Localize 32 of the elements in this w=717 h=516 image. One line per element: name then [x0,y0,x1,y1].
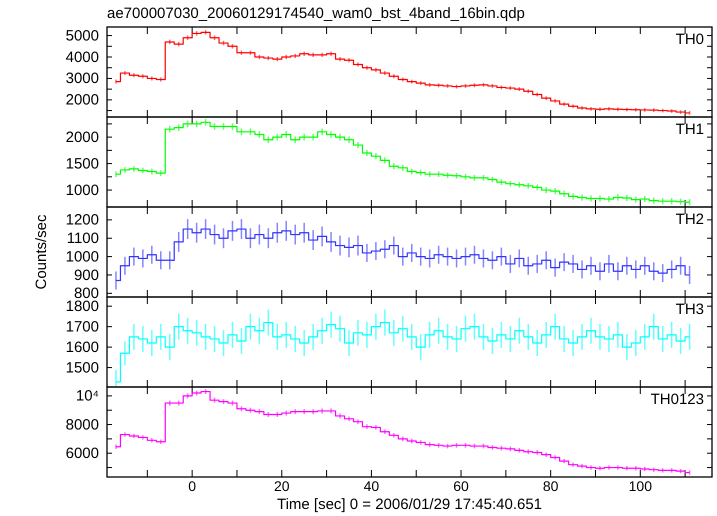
y-tick-label: 5000 [66,27,99,44]
annotation: TH1 [676,121,704,138]
x-tick-label: 40 [364,478,380,494]
annotation: TH0123 [650,391,704,408]
x-tick-label: 100 [628,478,652,494]
y-tick-label: 1700 [66,318,99,336]
y-tick-label: 1000 [66,248,99,266]
y-tick-label: 4000 [66,48,99,66]
y-tick-label: 6000 [66,445,99,462]
x-axis-title: Time [sec] 0 = 2006/01/29 17:45:40.651 [276,496,542,513]
y-tick-label: 8000 [66,416,99,434]
y-tick-label: 10⁴ [76,388,99,405]
y-tick-label: 1200 [66,212,99,229]
chart-title: ae700007030_20060129174540_wam0_bst_4band_16bin.qdp [107,5,525,22]
annotation: TH2 [676,211,704,228]
y-axis-title: Counts/sec [33,214,50,290]
x-tick-label: 80 [542,478,559,494]
x-tick-label: 20 [274,478,290,494]
y-tick-label: 1600 [66,338,99,356]
y-tick-label: 2000 [66,92,99,109]
y-tick-label: 1100 [66,230,99,248]
y-tick-label: 1800 [66,298,99,316]
y-tick-label: 1500 [66,359,99,376]
y-tick-label: 2000 [66,128,99,146]
annotation: TH0 [676,31,704,48]
y-tick-label: 1000 [66,182,99,199]
x-tick-label: 60 [453,478,470,494]
y-tick-label: 900 [74,266,99,284]
y-tick-label: 1500 [66,155,99,172]
x-tick-label: 0 [188,478,196,494]
y-tick-label: 3000 [66,70,99,88]
annotation: TH3 [676,301,704,318]
